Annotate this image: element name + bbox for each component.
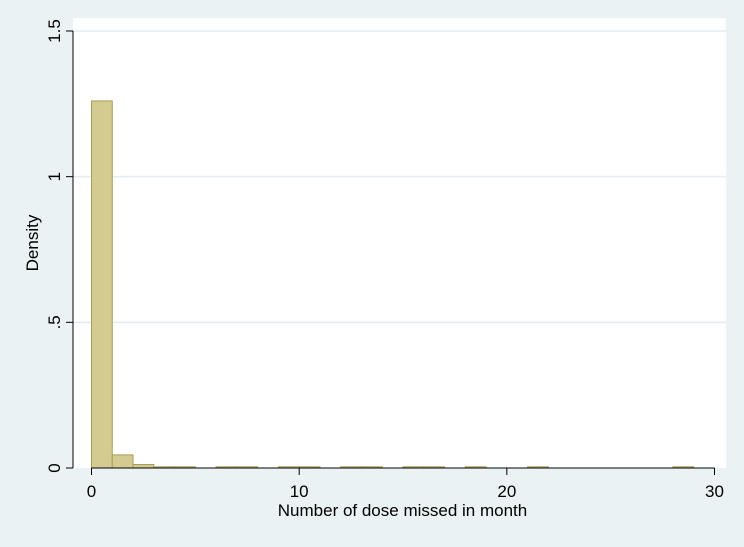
grid-layer [73, 30, 726, 324]
bars-layer [91, 100, 695, 469]
x-tick-label: 10 [290, 482, 309, 501]
histogram-bar [132, 464, 155, 469]
y-tick-label: 1 [45, 172, 64, 181]
histogram-bar [111, 454, 134, 469]
y-tick-label: .5 [45, 315, 64, 329]
y-tick-label: 0 [45, 463, 64, 472]
x-tick-label: 20 [497, 482, 516, 501]
x-axis-title: Number of dose missed in month [278, 501, 527, 520]
x-tick-label: 0 [87, 482, 96, 501]
axes-layer: 0 .5 1 1.5 0 10 20 30 [45, 19, 724, 501]
histogram-bar [91, 100, 113, 469]
y-tick-label: 1.5 [45, 19, 64, 43]
y-axis-title: Density [23, 214, 42, 271]
plot-area [73, 18, 726, 468]
x-tick-label: 30 [705, 482, 724, 501]
